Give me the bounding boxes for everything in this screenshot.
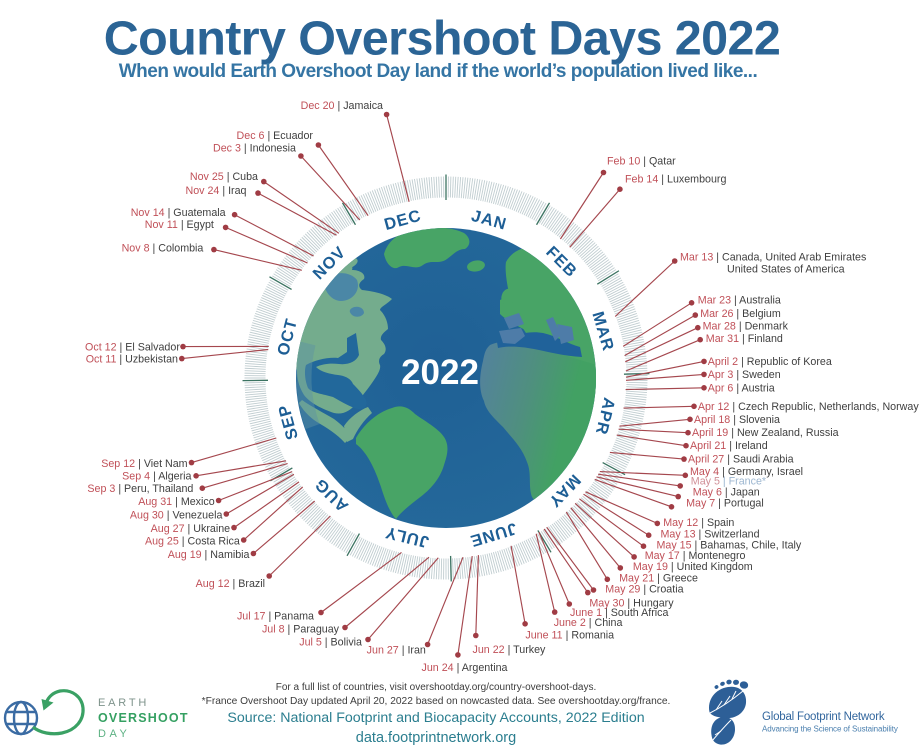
svg-text:Mar 26 | Belgium: Mar 26 | Belgium: [700, 308, 781, 320]
svg-text:May 4 | Germany, Israel: May 4 | Germany, Israel: [690, 466, 803, 478]
svg-text:Advancing the Science of Susta: Advancing the Science of Sustainability: [762, 725, 898, 734]
svg-text:Jun 22 | Turkey: Jun 22 | Turkey: [473, 644, 547, 656]
svg-text:Mar 28 | Denmark: Mar 28 | Denmark: [703, 320, 789, 332]
svg-text:Source: National Footprint and: Source: National Footprint and Biocapaci…: [227, 710, 644, 726]
svg-text:May 29 | Croatia: May 29 | Croatia: [605, 583, 683, 595]
svg-text:May 12 | Spain: May 12 | Spain: [663, 517, 734, 529]
svg-text:data.footprintnetwork.org: data.footprintnetwork.org: [356, 730, 516, 746]
svg-text:May 13 | Switzerland: May 13 | Switzerland: [661, 529, 760, 541]
svg-text:2022: 2022: [401, 353, 479, 392]
svg-text:April 27 | Saudi Arabia: April 27 | Saudi Arabia: [688, 454, 794, 466]
svg-text:Jul 17 | Panama: Jul 17 | Panama: [237, 611, 314, 623]
svg-text:Aug 12 | Brazil: Aug 12 | Brazil: [196, 578, 265, 590]
svg-text:Sep 3 | Peru, Thailand: Sep 3 | Peru, Thailand: [87, 483, 193, 495]
svg-text:Nov 8 | Colombia: Nov 8 | Colombia: [122, 242, 204, 254]
svg-text:OVERSHOOT: OVERSHOOT: [98, 711, 189, 725]
svg-text:Global Footprint Network: Global Footprint Network: [762, 711, 885, 723]
svg-text:Aug 31 | Mexico: Aug 31 | Mexico: [138, 496, 214, 508]
svg-text:Jul 5 | Bolivia: Jul 5 | Bolivia: [299, 637, 362, 649]
svg-text:*France Overshoot Day updated: *France Overshoot Day updated April 20, …: [202, 696, 671, 707]
svg-text:Mar 13 | Canada, United Arab E: Mar 13 | Canada, United Arab Emirates: [680, 251, 866, 263]
svg-text:Apr 3 | Sweden: Apr 3 | Sweden: [708, 369, 781, 381]
svg-text:May 6 | Japan: May 6 | Japan: [693, 487, 760, 499]
svg-text:Aug 25 | Costa Rica: Aug 25 | Costa Rica: [145, 535, 240, 547]
svg-text:Dec 3 | Indonesia: Dec 3 | Indonesia: [213, 143, 296, 155]
svg-text:EARTH: EARTH: [98, 697, 149, 709]
svg-text:Apr 6 | Austria: Apr 6 | Austria: [708, 382, 775, 394]
svg-text:Nov 11 | Egypt: Nov 11 | Egypt: [145, 219, 214, 231]
svg-text:For a full list of countries,: For a full list of countries, visit over…: [276, 682, 597, 693]
svg-text:April 21 | Ireland: April 21 | Ireland: [690, 440, 768, 452]
svg-text:April 2 | Republic of Korea: April 2 | Republic of Korea: [708, 356, 832, 368]
svg-text:Feb 10 | Qatar: Feb 10 | Qatar: [607, 156, 676, 168]
svg-text:Aug 19 | Namibia: Aug 19 | Namibia: [168, 549, 250, 561]
svg-text:April 18 | Slovenia: April 18 | Slovenia: [694, 414, 780, 426]
svg-text:May 7 | Portugal: May 7 | Portugal: [686, 497, 764, 509]
svg-text:Nov 25 | Cuba: Nov 25 | Cuba: [190, 171, 258, 183]
svg-text:May 17 | Montenegro: May 17 | Montenegro: [645, 550, 746, 562]
svg-text:Jun 27 | Iran: Jun 27 | Iran: [367, 645, 426, 657]
svg-text:Aug 30 | Venezuela: Aug 30 | Venezuela: [130, 509, 223, 521]
svg-text:Aug 27 | Ukraine: Aug 27 | Ukraine: [151, 523, 230, 535]
svg-text:Apr 12 | Czech Republic, Nethe: Apr 12 | Czech Republic, Netherlands, No…: [698, 401, 919, 413]
svg-text:Nov 24 | Iraq: Nov 24 | Iraq: [185, 185, 246, 197]
svg-text:Jun 24 | Argentina: Jun 24 | Argentina: [422, 662, 508, 674]
svg-text:May 19 | United Kingdom: May 19 | United Kingdom: [633, 561, 753, 573]
svg-text:United States of America: United States of America: [727, 263, 845, 275]
svg-text:DAY: DAY: [98, 728, 130, 740]
svg-text:April 19 | New Zealand, Russia: April 19 | New Zealand, Russia: [692, 427, 839, 439]
svg-text:Sep 12 | Viet Nam: Sep 12 | Viet Nam: [101, 458, 187, 470]
svg-text:Mar 23 | Australia: Mar 23 | Australia: [698, 295, 781, 307]
svg-text:May 30 | Hungary: May 30 | Hungary: [589, 598, 674, 610]
svg-text:Dec 20 | Jamaica: Dec 20 | Jamaica: [301, 100, 383, 112]
svg-text:Mar 31 | Finland: Mar 31 | Finland: [706, 333, 783, 345]
svg-text:Oct 11 | Uzbekistan: Oct 11 | Uzbekistan: [86, 354, 178, 366]
svg-text:May 15 | Bahamas, Chile, Italy: May 15 | Bahamas, Chile, Italy: [657, 540, 802, 552]
svg-text:June 11 | Romania: June 11 | Romania: [525, 629, 614, 641]
svg-text:Dec 6 | Ecuador: Dec 6 | Ecuador: [237, 130, 314, 142]
svg-text:Country Overshoot Days 2022: Country Overshoot Days 2022: [104, 12, 781, 66]
svg-text:Sep 4 | Algeria: Sep 4 | Algeria: [122, 471, 191, 483]
svg-text:When would Earth Overshoot Day: When would Earth Overshoot Day land if t…: [119, 61, 757, 82]
svg-text:Oct 12 | El Salvador: Oct 12 | El Salvador: [85, 342, 180, 354]
svg-text:May 21 | Greece: May 21 | Greece: [619, 573, 698, 585]
svg-text:Feb 14 | Luxembourg: Feb 14 | Luxembourg: [625, 174, 726, 186]
svg-text:Jul 8 | Paraguay: Jul 8 | Paraguay: [262, 624, 340, 636]
svg-text:Nov 14 | Guatemala: Nov 14 | Guatemala: [131, 207, 226, 219]
